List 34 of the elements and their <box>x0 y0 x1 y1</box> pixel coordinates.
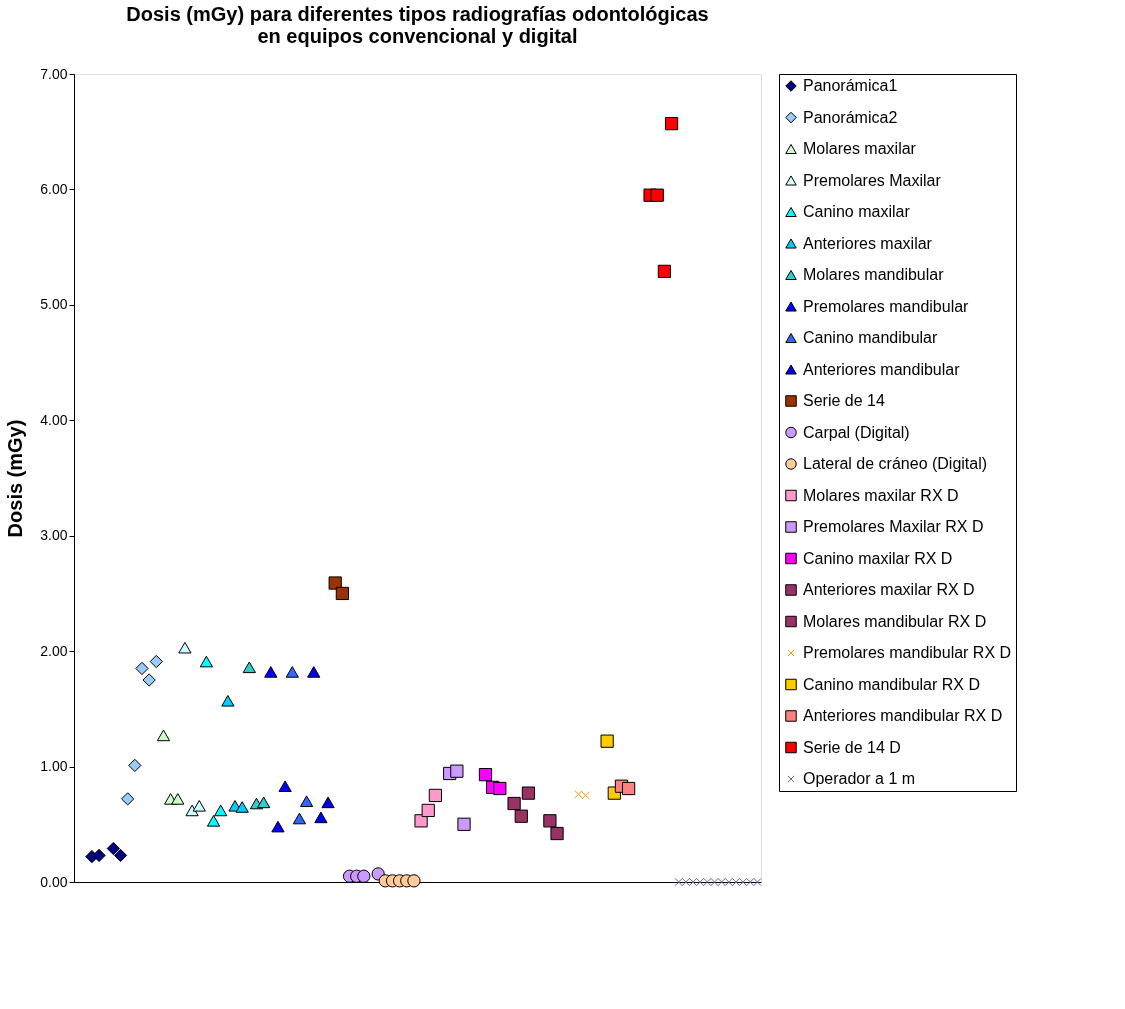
legend-label: Canino mandibular RX D <box>803 675 980 693</box>
legend-label: Molares maxilar <box>803 140 917 157</box>
legend-label: Lateral de cráneo (Digital) <box>803 455 988 472</box>
y-tick-label: 5.00 <box>40 296 68 313</box>
legend-label: Panorámica1 <box>803 77 898 94</box>
legend-label: Canino maxilar RX D <box>803 549 953 567</box>
y-tick-label: 7.00 <box>40 65 68 82</box>
y-tick-label: 2.00 <box>40 642 68 659</box>
legend-label: Premolares Maxilar RX D <box>803 518 984 535</box>
legend-label: Molares mandibular <box>803 266 945 283</box>
legend-label: Molares maxilar RX D <box>803 486 959 504</box>
legend-label: Anteriores mandibular <box>803 360 961 378</box>
legend-label: Operador a 1 m <box>803 770 916 787</box>
y-tick-label: 6.00 <box>40 180 68 197</box>
legend-label: Carpal (Digital) <box>803 423 910 441</box>
legend-label: Anteriores maxilar <box>803 234 933 252</box>
legend-label: Canino mandibular <box>803 329 938 346</box>
legend-label: Anteriores maxilar RX D <box>803 581 975 598</box>
legend-label: Premolares mandibular <box>803 297 970 315</box>
legend-label: Canino maxilar <box>803 203 911 220</box>
y-tick-label: 3.00 <box>40 527 68 544</box>
y-tick-label: 4.00 <box>40 411 68 428</box>
legend-label: Molares mandibular RX D <box>803 612 987 630</box>
y-axis-title: Dosis (mGy) <box>4 419 27 538</box>
legend-label: Serie de 14 <box>803 392 885 409</box>
legend-label: Premolares Maxilar <box>803 171 942 189</box>
legend-label: Anteriores mandibular RX D <box>803 707 1003 724</box>
y-tick-label: 0.00 <box>40 873 68 890</box>
legend-label: Premolares mandibular RX D <box>803 644 1012 661</box>
legend-label: Panorámica2 <box>803 108 898 126</box>
text: Dosis (mGy) para diferentes tipos radiografías odontológicas <box>126 3 709 25</box>
legend-label: Serie de 14 D <box>803 738 901 756</box>
text: en equipos convencional y digital <box>257 25 578 47</box>
y-tick-label: 1.00 <box>40 758 68 775</box>
